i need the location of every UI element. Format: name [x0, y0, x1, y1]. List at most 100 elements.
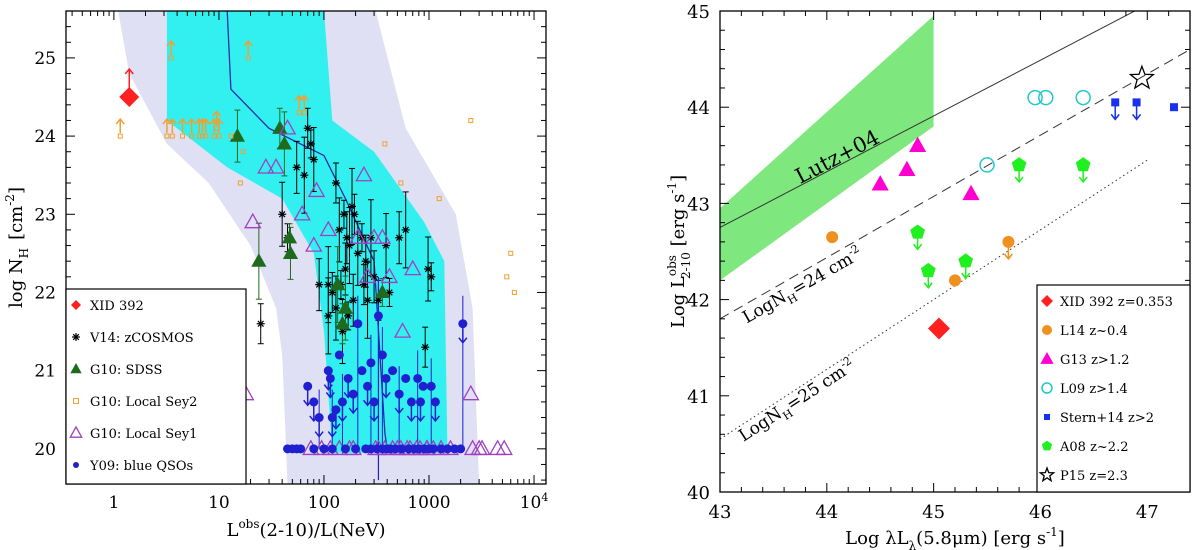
data-point	[351, 444, 361, 454]
arrow-head	[299, 94, 309, 102]
y-axis-label: log NH [cm-2]	[3, 187, 31, 308]
legend-name: A08	[1059, 440, 1086, 455]
data-point	[296, 110, 302, 116]
y-axis-label-sup: obs	[665, 255, 679, 276]
data-point	[349, 228, 367, 244]
data-point	[511, 289, 517, 295]
data-point	[1169, 103, 1178, 112]
legend-name: P15	[1060, 469, 1085, 484]
data-point	[303, 124, 312, 133]
data-point	[179, 133, 185, 139]
x-tick-label: 104	[520, 491, 549, 513]
data-point	[504, 274, 510, 280]
asterisk-stroke	[315, 281, 323, 288]
data-point	[920, 262, 936, 278]
y-axis-label: Log Lobs2-10 [erg s-1]	[665, 175, 693, 328]
data-point	[398, 180, 404, 186]
data-point	[979, 157, 995, 173]
arrow-head	[381, 391, 391, 399]
data-point	[442, 444, 452, 454]
upper-limit-arrow-down	[394, 397, 404, 415]
x-axis-label-end: ]	[1058, 528, 1065, 549]
data-point	[1002, 235, 1015, 248]
asterisk-stroke	[332, 304, 340, 312]
arrow-head	[314, 431, 324, 438]
data-point	[330, 276, 346, 291]
arrow-head	[124, 67, 134, 75]
legend-marker	[73, 462, 79, 468]
y-axis-label-sub: H	[17, 248, 31, 258]
data-point	[350, 210, 359, 219]
arrow-head	[331, 423, 341, 430]
upper-limit-arrow-down	[348, 397, 358, 415]
data-point	[342, 233, 351, 242]
x-tick-label-text: 1	[108, 493, 119, 513]
data-point	[307, 181, 326, 198]
data-point	[324, 280, 333, 289]
arrow-head	[1014, 176, 1024, 184]
arrow-head	[166, 39, 176, 47]
asterisk-stroke	[375, 297, 382, 304]
upper-limit-arrow-down	[337, 404, 348, 423]
plot-area	[720, 11, 1190, 440]
legend-marker	[1041, 382, 1053, 394]
legend-name: G13	[1060, 353, 1087, 368]
data-point	[278, 210, 287, 219]
panel-left-nh-vs-ratio: 1 10 100 1000 104202122232425Lobs(2-10)/L(Ne…	[3, 10, 549, 541]
data-point	[327, 413, 337, 423]
data-point	[315, 280, 324, 289]
data-point	[339, 210, 348, 219]
data-point	[240, 149, 246, 155]
data-point	[296, 444, 306, 454]
data-point	[361, 257, 370, 266]
data-point	[1075, 89, 1091, 106]
data-point	[293, 204, 311, 221]
data-point	[397, 444, 407, 454]
data-point	[373, 311, 383, 321]
lutz-band	[720, 15, 934, 281]
legend-marker	[71, 300, 81, 310]
data-point	[334, 350, 344, 360]
data-point	[281, 229, 298, 244]
arrow-head	[1110, 113, 1120, 121]
nh-line	[720, 49, 1190, 320]
legend-redshift: z>2	[1124, 411, 1154, 426]
data-point	[355, 165, 373, 182]
data-point	[826, 231, 839, 244]
y-tick-label: 45	[687, 2, 710, 23]
data-point	[357, 366, 367, 376]
data-point	[214, 125, 220, 131]
data-point	[458, 319, 468, 329]
data-point	[436, 444, 446, 454]
data-point	[462, 384, 480, 401]
legend-label: L14 z~0.4	[1060, 324, 1128, 339]
asterisk-stroke	[278, 211, 286, 218]
data-point	[381, 373, 391, 383]
y-axis-label-unit: [erg s	[668, 194, 689, 252]
lower-limit-arrow-up	[115, 117, 125, 134]
data-point	[395, 233, 404, 242]
arrow-head	[177, 117, 188, 125]
data-point	[394, 389, 404, 399]
data-point	[927, 317, 950, 340]
data-point	[363, 296, 372, 305]
x-axis-label-rest: (5.8μm) [erg s	[916, 528, 1046, 549]
legend-box	[65, 288, 247, 485]
data-point	[335, 225, 344, 234]
y-tick-label: 41	[687, 387, 710, 408]
data-point	[334, 315, 351, 330]
data-point	[303, 381, 313, 391]
legend-redshift: z=2.3	[1085, 469, 1128, 484]
arrow-head	[1078, 176, 1088, 184]
asterisk-stroke	[351, 211, 358, 218]
asterisk-stroke	[427, 273, 435, 281]
legend-label: G13 z>1.2	[1060, 353, 1130, 368]
nh-line-label: LogNH=24 cm-2	[738, 242, 867, 331]
upper-limit-arrow-down	[1110, 104, 1120, 121]
data-point	[366, 358, 376, 368]
x-axis-label-main: Log λL	[845, 528, 908, 549]
data-point	[349, 296, 358, 305]
legend-name: L14	[1060, 324, 1085, 339]
y-tick-label: 25	[34, 49, 56, 69]
arrow-head	[394, 407, 404, 415]
